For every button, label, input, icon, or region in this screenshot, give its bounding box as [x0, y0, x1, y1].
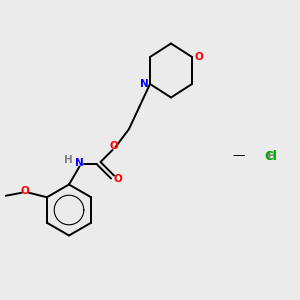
- Text: Cl: Cl: [265, 149, 277, 163]
- Text: O: O: [110, 140, 118, 151]
- Text: —: —: [232, 149, 245, 163]
- Text: N: N: [74, 158, 83, 168]
- Text: N: N: [140, 79, 149, 89]
- Text: O: O: [113, 173, 122, 184]
- Text: H: H: [64, 155, 73, 165]
- Text: H: H: [267, 149, 276, 163]
- Text: O: O: [21, 186, 30, 196]
- Text: O: O: [194, 52, 203, 62]
